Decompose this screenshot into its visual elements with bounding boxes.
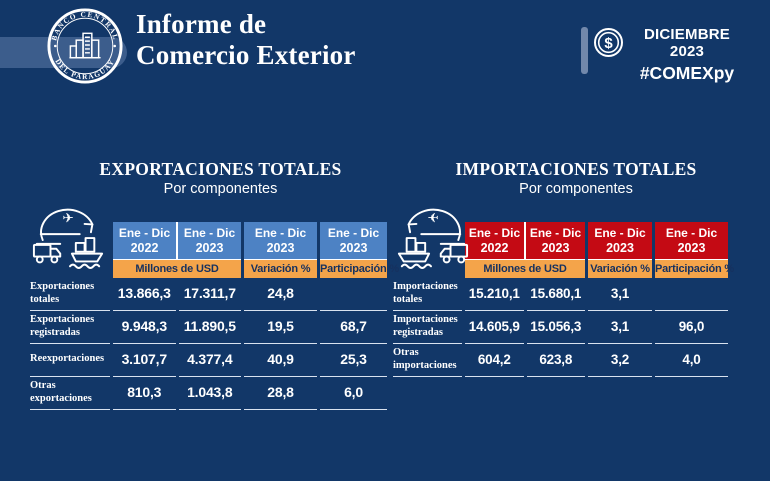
- imports-row-usd-values: 14.605,9 15.056,3: [465, 311, 585, 344]
- report-title-line2: Comercio Exterior: [136, 40, 356, 71]
- imports-subtitle: Por componentes: [519, 181, 633, 197]
- exports-col-header-variation: Ene - Dic 2023: [244, 222, 317, 259]
- table-cell: 6,0: [320, 377, 387, 410]
- imports-row-label: Importaciones registradas: [393, 311, 462, 344]
- svg-text:✈: ✈: [62, 210, 73, 226]
- svg-text:✈: ✈: [427, 210, 438, 226]
- svg-text:$: $: [604, 35, 613, 52]
- table-cell: 24,8: [244, 278, 317, 311]
- table-cell: 3,2: [588, 344, 652, 377]
- exports-subtitle: Por componentes: [163, 181, 278, 197]
- table-cell: 40,9: [244, 344, 317, 377]
- imports-col-header-participation: Ene - Dic 2023: [655, 222, 728, 259]
- table-cell: 1.043,8: [178, 377, 241, 410]
- report-meta: DICIEMBRE 2023 #COMEXpy: [629, 26, 745, 84]
- imports-title: IMPORTACIONES TOTALES: [455, 159, 697, 179]
- svg-text:DEL PARAGUAY: DEL PARAGUAY: [53, 57, 116, 81]
- imports-subheader-variation: Variación %: [588, 259, 652, 278]
- exports-row-usd-values: 3.107,7 4.377,4: [113, 344, 241, 377]
- imports-subheader-participation: Participación %: [655, 259, 734, 278]
- report-hashtag: #COMEXpy: [639, 63, 735, 83]
- table-cell: 15.680,1: [526, 278, 585, 311]
- table-cell: 15.210,1: [465, 278, 524, 311]
- table-cell: 810,3: [113, 377, 176, 410]
- exports-subheader-participation: Participación %: [320, 259, 399, 278]
- table-cell: 15.056,3: [526, 311, 585, 344]
- exports-subheader-variation: Variación %: [244, 259, 317, 278]
- header-divider-bar: [581, 27, 588, 74]
- table-cell: 17.311,7: [178, 278, 241, 311]
- imports-col-header-variation: Ene - Dic 2023: [588, 222, 652, 259]
- table-cell: 28,8: [244, 377, 317, 410]
- exports-col-header-2023: Ene - Dic 2023: [176, 222, 241, 259]
- logo-background-band: [0, 37, 127, 68]
- imports-col-header-2023: Ene - Dic 2023: [524, 222, 585, 259]
- exports-col-header-2022: Ene - Dic 2022: [113, 222, 176, 259]
- dollar-coin-icon: $: [594, 28, 623, 57]
- imports-usd-header-pair: Ene - Dic 2022 Ene - Dic 2023: [465, 222, 585, 259]
- table-cell: 13.866,3: [113, 278, 176, 311]
- exports-row-label: Reexportaciones: [30, 344, 110, 377]
- imports-row-usd-values: 604,2 623,8: [465, 344, 585, 377]
- table-cell: [655, 278, 728, 311]
- table-cell: 25,3: [320, 344, 387, 377]
- report-title-line1: Informe de: [136, 9, 267, 39]
- exports-section: EXPORTACIONES TOTALES Por componentes ✈: [30, 159, 399, 410]
- imports-row-label: Importaciones totales: [393, 278, 462, 311]
- table-cell: 4,0: [655, 344, 728, 377]
- exports-usd-header-pair: Ene - Dic 2022 Ene - Dic 2023: [113, 222, 241, 259]
- table-cell: 11.890,5: [178, 311, 241, 344]
- exports-table: ✈ Ene - Dic 2022: [30, 208, 399, 410]
- import-logistics-icon: ✈: [394, 208, 470, 272]
- export-logistics-icon: ✈: [31, 208, 107, 272]
- imports-col-header-2022: Ene - Dic 2022: [465, 222, 524, 259]
- exports-row-usd-values: 810,3 1.043,8: [113, 377, 241, 410]
- table-cell: 4.377,4: [178, 344, 241, 377]
- imports-section: IMPORTACIONES TOTALES Por componentes ✈: [393, 159, 735, 377]
- table-cell: 3.107,7: [113, 344, 176, 377]
- table-cell: 96,0: [655, 311, 728, 344]
- table-cell: 19,5: [244, 311, 317, 344]
- imports-table: ✈ Ene - Dic 2022: [393, 208, 735, 377]
- table-cell: 68,7: [320, 311, 387, 344]
- report-title: Informe de Comercio Exterior: [136, 9, 356, 72]
- table-cell: 9.948,3: [113, 311, 176, 344]
- exports-row-label: Exportaciones totales: [30, 278, 110, 311]
- exports-row-usd-values: 9.948,3 11.890,5: [113, 311, 241, 344]
- imports-row-usd-values: 15.210,1 15.680,1: [465, 278, 585, 311]
- table-cell: 604,2: [465, 344, 524, 377]
- exports-row-usd-values: 13.866,3 17.311,7: [113, 278, 241, 311]
- imports-subheader-usd: Millones de USD: [465, 259, 585, 278]
- logo-buildings-glyph: [69, 32, 101, 59]
- table-cell: 623,8: [526, 344, 585, 377]
- logo-bottom-text: DEL PARAGUAY: [53, 57, 115, 81]
- exports-title: EXPORTACIONES TOTALES: [99, 159, 342, 179]
- exports-row-label: Exportaciones registradas: [30, 311, 110, 344]
- table-cell: [320, 278, 387, 311]
- table-cell: 14.605,9: [465, 311, 524, 344]
- bcp-seal-logo-icon: BANCO CENTRAL DEL PARAGUAY: [47, 8, 123, 84]
- table-cell: 3,1: [588, 311, 652, 344]
- exports-row-label: Otras exportaciones: [30, 377, 110, 410]
- table-cell: 3,1: [588, 278, 652, 311]
- imports-row-label: Otras importaciones: [393, 344, 462, 377]
- exports-col-header-participation: Ene - Dic 2023: [320, 222, 387, 259]
- exports-subheader-usd: Millones de USD: [113, 259, 241, 278]
- report-period: DICIEMBRE 2023: [644, 26, 730, 60]
